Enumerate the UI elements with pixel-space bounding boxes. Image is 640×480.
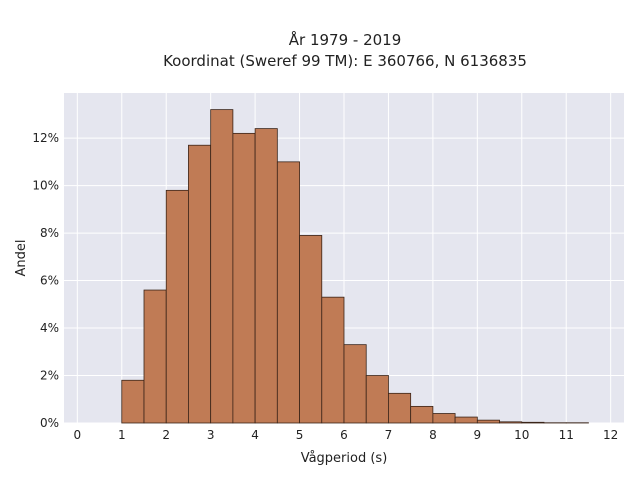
x-tick-label: 0 bbox=[74, 428, 82, 442]
x-tick-label: 8 bbox=[429, 428, 437, 442]
x-tick-label: 5 bbox=[296, 428, 304, 442]
y-axis-ticks: 0% 2% 4% 6% 8% 10% 12% bbox=[32, 131, 59, 430]
x-axis-ticks: 0 1 2 3 4 5 6 7 8 9 10 11 12 bbox=[74, 428, 619, 442]
histogram-bar bbox=[476, 419, 500, 424]
histogram-bar bbox=[454, 416, 478, 424]
x-tick-label: 10 bbox=[514, 428, 529, 442]
y-tick-label: 6% bbox=[40, 274, 59, 288]
histogram-bar bbox=[121, 379, 145, 424]
x-tick-label: 6 bbox=[340, 428, 348, 442]
y-tick-label: 12% bbox=[32, 131, 59, 145]
histogram-bar bbox=[365, 375, 389, 424]
y-axis-label: Andel bbox=[14, 240, 29, 277]
x-tick-label: 12 bbox=[603, 428, 618, 442]
x-axis-label: Vågperiod (s) bbox=[301, 451, 388, 466]
x-tick-label: 1 bbox=[118, 428, 126, 442]
y-tick-label: 4% bbox=[40, 321, 59, 335]
histogram-bar bbox=[232, 132, 256, 424]
histogram-bar bbox=[143, 289, 167, 424]
x-tick-label: 9 bbox=[474, 428, 482, 442]
x-tick-label: 2 bbox=[162, 428, 170, 442]
chart-title-line-1: År 1979 - 2019 bbox=[289, 30, 402, 49]
histogram-bar bbox=[165, 189, 189, 424]
histogram-bar bbox=[343, 344, 367, 424]
x-tick-label: 4 bbox=[251, 428, 259, 442]
y-tick-label: 8% bbox=[40, 226, 59, 240]
x-tick-label: 3 bbox=[207, 428, 215, 442]
histogram-bar bbox=[188, 144, 212, 424]
histogram-bar bbox=[299, 235, 323, 424]
histogram-bar bbox=[499, 421, 523, 424]
x-tick-label: 11 bbox=[559, 428, 574, 442]
histogram-bar bbox=[254, 128, 278, 424]
y-tick-label: 0% bbox=[40, 416, 59, 430]
histogram-bar bbox=[432, 413, 456, 424]
x-tick-label: 7 bbox=[385, 428, 393, 442]
histogram-bar bbox=[276, 161, 300, 424]
y-tick-label: 2% bbox=[40, 369, 59, 383]
histogram-bar bbox=[521, 421, 545, 424]
histogram-bar bbox=[321, 296, 345, 424]
chart-title-line-2: Koordinat (Sweref 99 TM): E 360766, N 61… bbox=[163, 52, 527, 70]
y-tick-label: 10% bbox=[32, 179, 59, 193]
histogram-bar bbox=[410, 405, 434, 424]
histogram-bar bbox=[210, 109, 234, 424]
histogram-bar bbox=[388, 392, 412, 424]
histogram-bars bbox=[121, 109, 589, 424]
